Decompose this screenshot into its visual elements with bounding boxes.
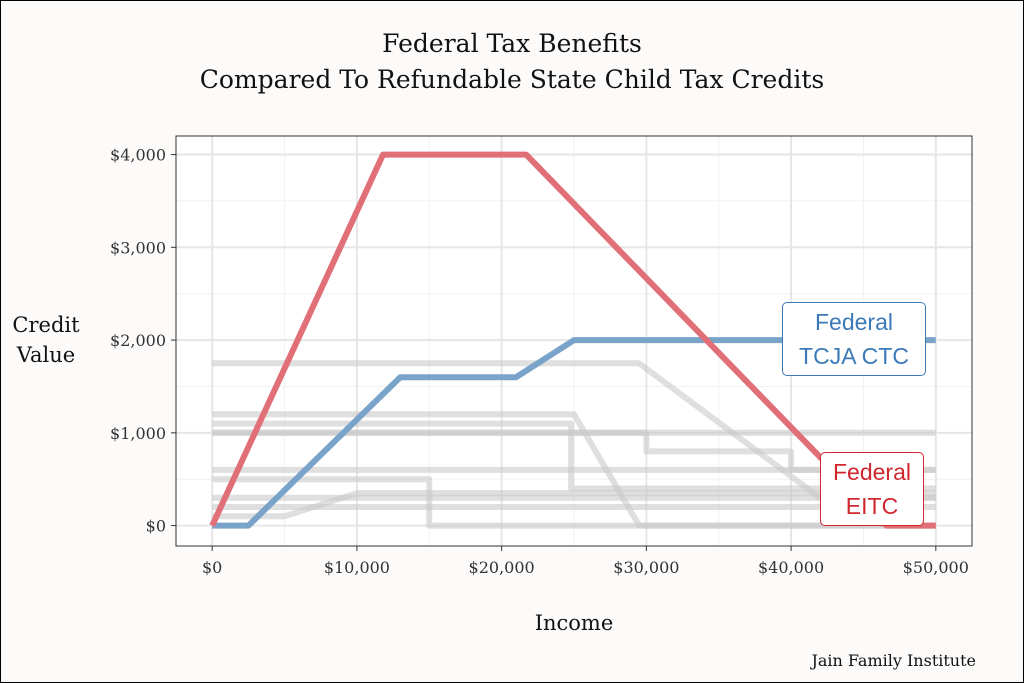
eitc-label-badge: Federal EITC	[820, 452, 924, 526]
ctc-label-line-2: TCJA CTC	[799, 343, 909, 369]
federal-ctc-line	[212, 337, 936, 529]
eitc-label-line-2: EITC	[845, 493, 899, 519]
eitc-label-line-1: Federal	[833, 459, 911, 485]
y-tick-label: $0	[146, 517, 166, 536]
chart-title-line-1: Federal Tax Benefits	[382, 29, 642, 58]
y-axis-label: Credit Value	[12, 313, 80, 367]
chart-title-line-2: Compared To Refundable State Child Tax C…	[199, 65, 825, 94]
y-tick-label: $2,000	[110, 331, 166, 350]
ctc-label-badge: Federal TCJA CTC	[782, 302, 926, 376]
x-axis-label: Income	[534, 611, 614, 635]
state-credit-line	[212, 420, 936, 492]
source-credit: Jain Family Institute	[811, 651, 976, 670]
x-tick-label: $30,000	[613, 558, 679, 577]
state-credit-line	[212, 476, 936, 529]
x-tick-label: $40,000	[758, 558, 824, 577]
y-tick-label: $4,000	[110, 146, 166, 165]
x-tick-label: $10,000	[324, 558, 390, 577]
x-tick-label: $20,000	[469, 558, 535, 577]
x-tick-label: $50,000	[903, 558, 969, 577]
state-credit-line	[212, 490, 936, 520]
y-tick-label: $1,000	[110, 424, 166, 443]
y-tick-label: $3,000	[110, 238, 166, 257]
x-tick-label: $0	[202, 558, 222, 577]
ctc-label-line-1: Federal	[815, 309, 893, 335]
chart-title: Federal Tax Benefits Compared To Refunda…	[0, 26, 1024, 98]
plot-border	[175, 135, 973, 547]
